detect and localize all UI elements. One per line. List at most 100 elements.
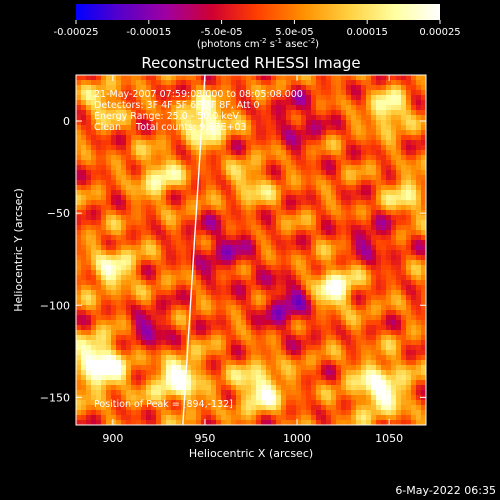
heatmap-cell [306,110,312,116]
heatmap-cell [221,200,227,206]
heatmap-cell [191,155,197,161]
heatmap-cell [241,190,247,196]
heatmap-cell [341,135,347,141]
heatmap-cell [256,235,262,241]
heatmap-cell [326,160,332,166]
heatmap-cell [96,110,102,116]
heatmap-cell [346,380,352,386]
heatmap-cell [121,215,127,221]
heatmap-cell [276,215,282,221]
heatmap-cell [351,120,357,126]
heatmap-cell [346,145,352,151]
heatmap-cell [221,165,227,171]
heatmap-cell [301,175,307,181]
heatmap-cell [356,170,362,176]
heatmap-cell [371,250,377,256]
heatmap-cell [416,295,422,301]
heatmap-cell [366,320,372,326]
heatmap-cell [256,270,262,276]
heatmap-cell [301,110,307,116]
heatmap-cell [246,220,252,226]
heatmap-cell [96,375,102,381]
heatmap-cell [341,95,347,101]
heatmap-cell [196,260,202,266]
heatmap-cell [331,390,337,396]
heatmap-cell [121,150,127,156]
heatmap-cell [296,100,302,106]
heatmap-cell [396,370,402,376]
heatmap-cell [76,185,82,191]
heatmap-cell [321,120,327,126]
heatmap-cell [156,300,162,306]
heatmap-cell [221,310,227,316]
heatmap-cell [381,400,387,406]
heatmap-cell [176,190,182,196]
heatmap-cell [196,385,202,391]
heatmap-cell [261,170,267,176]
heatmap-cell [406,145,412,151]
heatmap-cell [136,95,142,101]
heatmap-cell [316,215,322,221]
heatmap-cell [281,165,287,171]
heatmap-cell [361,90,367,96]
heatmap-cell [396,390,402,396]
heatmap-cell [161,410,167,416]
heatmap-cell [386,140,392,146]
heatmap-cell [271,340,277,346]
heatmap-cell [306,135,312,141]
heatmap-cell [196,75,202,81]
heatmap-cell [251,270,257,276]
heatmap-cell [86,160,92,166]
heatmap-cell [271,420,277,425]
heatmap-cell [146,280,152,286]
heatmap-cell [331,330,337,336]
heatmap-cell [206,305,212,311]
heatmap-cell [376,405,382,411]
heatmap-cell [301,420,307,425]
heatmap-cell [336,395,342,401]
heatmap-cell [401,220,407,226]
heatmap-cell [91,405,97,411]
heatmap-cell [121,360,127,366]
heatmap-cell [406,370,412,376]
heatmap-cell [406,300,412,306]
heatmap-cell [401,135,407,141]
heatmap-cell [271,390,277,396]
heatmap-cell [216,225,222,231]
heatmap-cell [296,215,302,221]
heatmap-cell [231,160,237,166]
heatmap-cell [271,360,277,366]
heatmap-cell [116,420,122,425]
heatmap-cell [371,420,377,425]
heatmap-cell [186,395,192,401]
heatmap-cell [391,135,397,141]
heatmap-cell [91,130,97,136]
heatmap-cell [196,95,202,101]
heatmap-cell [121,185,127,191]
heatmap-cell [211,270,217,276]
heatmap-cell [91,290,97,296]
heatmap-cell [331,195,337,201]
heatmap-cell [221,190,227,196]
heatmap-cell [81,350,87,356]
heatmap-cell [81,290,87,296]
heatmap-cell [296,185,302,191]
heatmap-cell [246,405,252,411]
heatmap-cell [416,75,422,81]
heatmap-cell [266,275,272,281]
heatmap-cell [126,215,132,221]
heatmap-cell [286,195,292,201]
heatmap-cell [336,240,342,246]
heatmap-cell [351,400,357,406]
heatmap-cell [396,85,402,91]
heatmap-cell [161,140,167,146]
heatmap-cell [186,135,192,141]
heatmap-cell [236,165,242,171]
heatmap-cell [301,335,307,341]
heatmap-cell [341,105,347,111]
heatmap-cell [171,270,177,276]
heatmap-cell [411,215,417,221]
heatmap-cell [181,145,187,151]
heatmap-cell [406,95,412,101]
heatmap-cell [186,250,192,256]
